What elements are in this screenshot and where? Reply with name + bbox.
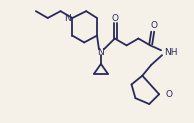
Text: N: N [98,48,104,57]
Text: O: O [151,21,158,30]
Text: O: O [111,14,118,23]
Text: O: O [165,90,172,99]
Text: NH: NH [164,48,178,57]
Text: N: N [64,14,70,23]
